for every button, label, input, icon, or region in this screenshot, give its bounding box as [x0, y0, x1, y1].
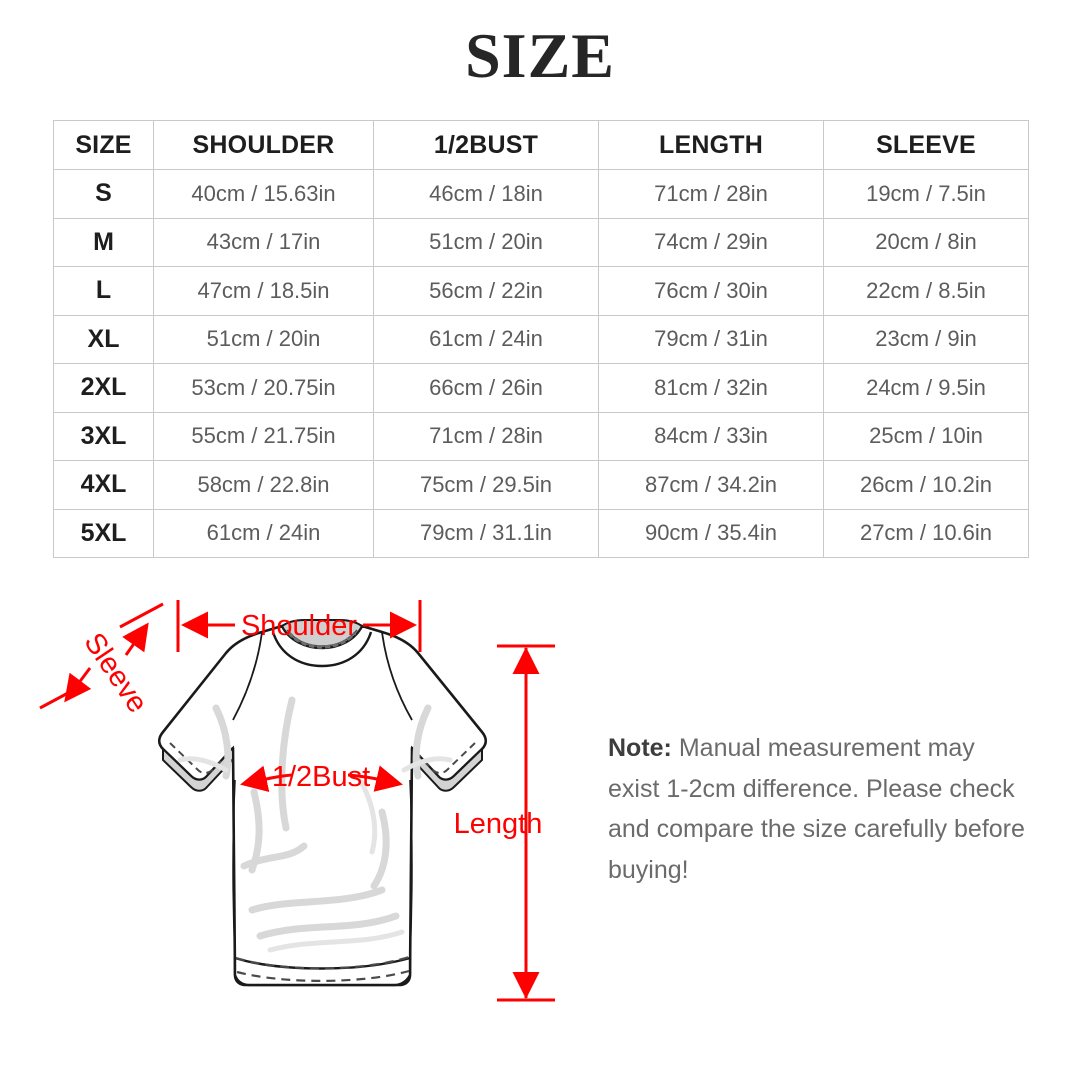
- cell-shoulder: 40cm / 15.63in: [153, 169, 374, 219]
- cell-size: 4XL: [53, 460, 154, 510]
- table-row: L 47cm / 18.5in 56cm / 22in 76cm / 30in …: [53, 266, 1029, 316]
- cell-length: 87cm / 34.2in: [598, 460, 824, 510]
- table-header-row: SIZE SHOULDER 1/2BUST LENGTH SLEEVE: [53, 120, 1029, 170]
- cell-shoulder: 58cm / 22.8in: [153, 460, 374, 510]
- tshirt-illustration: Shoulder Sleeve 1/2Bust Length: [39, 600, 555, 1002]
- cell-bust: 71cm / 28in: [373, 411, 599, 461]
- cell-shoulder: 47cm / 18.5in: [153, 266, 374, 316]
- column-header-size: SIZE: [53, 120, 154, 170]
- cell-sleeve: 19cm / 7.5in: [823, 169, 1029, 219]
- cell-size: M: [53, 217, 154, 267]
- cell-sleeve: 25cm / 10in: [823, 411, 1029, 461]
- note-text: Note: Manual measurement may exist 1-2cm…: [608, 728, 1028, 890]
- cell-bust: 56cm / 22in: [373, 266, 599, 316]
- note-body: Manual measurement may exist 1-2cm diffe…: [608, 734, 1025, 884]
- table-row: 5XL 61cm / 24in 79cm / 31.1in 90cm / 35.…: [53, 508, 1029, 558]
- cell-bust: 51cm / 20in: [373, 217, 599, 267]
- bust-label: 1/2Bust: [272, 761, 370, 793]
- column-header-length: LENGTH: [598, 120, 824, 170]
- cell-bust: 75cm / 29.5in: [373, 460, 599, 510]
- column-header-shoulder: SHOULDER: [153, 120, 374, 170]
- cell-bust: 46cm / 18in: [373, 169, 599, 219]
- note-label: Note:: [608, 734, 672, 762]
- cell-sleeve: 22cm / 8.5in: [823, 266, 1029, 316]
- cell-length: 76cm / 30in: [598, 266, 824, 316]
- size-chart-table: SIZE SHOULDER 1/2BUST LENGTH SLEEVE S 40…: [53, 120, 1029, 558]
- length-measure-annotation: Length: [454, 644, 555, 1002]
- table-body: S 40cm / 15.63in 46cm / 18in 71cm / 28in…: [53, 169, 1029, 558]
- cell-length: 90cm / 35.4in: [598, 508, 824, 558]
- cell-size: XL: [53, 314, 154, 364]
- cell-sleeve: 23cm / 9in: [823, 314, 1029, 364]
- length-label: Length: [454, 808, 543, 840]
- cell-size: S: [53, 169, 154, 219]
- cell-length: 84cm / 33in: [598, 411, 824, 461]
- cell-size: 5XL: [53, 508, 154, 558]
- cell-sleeve: 20cm / 8in: [823, 217, 1029, 267]
- cell-bust: 66cm / 26in: [373, 363, 599, 413]
- table-row: 4XL 58cm / 22.8in 75cm / 29.5in 87cm / 3…: [53, 460, 1029, 510]
- sleeve-measure-annotation: Sleeve: [39, 602, 164, 719]
- cell-bust: 61cm / 24in: [373, 314, 599, 364]
- cell-size: L: [53, 266, 154, 316]
- shoulder-label: Shoulder: [241, 610, 357, 642]
- table-row: M 43cm / 17in 51cm / 20in 74cm / 29in 20…: [53, 217, 1029, 267]
- cell-size: 3XL: [53, 411, 154, 461]
- table-row: S 40cm / 15.63in 46cm / 18in 71cm / 28in…: [53, 169, 1029, 219]
- measurement-diagram: Shoulder Sleeve 1/2Bust Length: [0, 580, 1080, 1080]
- cell-shoulder: 61cm / 24in: [153, 508, 374, 558]
- cell-sleeve: 26cm / 10.2in: [823, 460, 1029, 510]
- shoulder-measure-annotation: Shoulder: [176, 600, 422, 652]
- cell-shoulder: 55cm / 21.75in: [153, 411, 374, 461]
- cell-size: 2XL: [53, 363, 154, 413]
- page-title: SIZE: [465, 20, 615, 91]
- sleeve-label: Sleeve: [77, 627, 153, 718]
- bust-measure-annotation: 1/2Bust: [240, 761, 403, 793]
- cell-length: 81cm / 32in: [598, 363, 824, 413]
- cell-length: 79cm / 31in: [598, 314, 824, 364]
- table-row: 2XL 53cm / 20.75in 66cm / 26in 81cm / 32…: [53, 363, 1029, 413]
- column-header-bust: 1/2BUST: [373, 120, 599, 170]
- table-header: SIZE SHOULDER 1/2BUST LENGTH SLEEVE: [53, 120, 1029, 170]
- tshirt-body-graphic: [157, 619, 488, 987]
- cell-length: 74cm / 29in: [598, 217, 824, 267]
- cell-sleeve: 27cm / 10.6in: [823, 508, 1029, 558]
- cell-bust: 79cm / 31.1in: [373, 508, 599, 558]
- size-chart-table-container: SIZE SHOULDER 1/2BUST LENGTH SLEEVE S 40…: [53, 120, 1029, 558]
- cell-sleeve: 24cm / 9.5in: [823, 363, 1029, 413]
- cell-shoulder: 51cm / 20in: [153, 314, 374, 364]
- cell-shoulder: 43cm / 17in: [153, 217, 374, 267]
- cell-length: 71cm / 28in: [598, 169, 824, 219]
- column-header-sleeve: SLEEVE: [823, 120, 1029, 170]
- table-row: XL 51cm / 20in 61cm / 24in 79cm / 31in 2…: [53, 314, 1029, 364]
- cell-shoulder: 53cm / 20.75in: [153, 363, 374, 413]
- table-row: 3XL 55cm / 21.75in 71cm / 28in 84cm / 33…: [53, 411, 1029, 461]
